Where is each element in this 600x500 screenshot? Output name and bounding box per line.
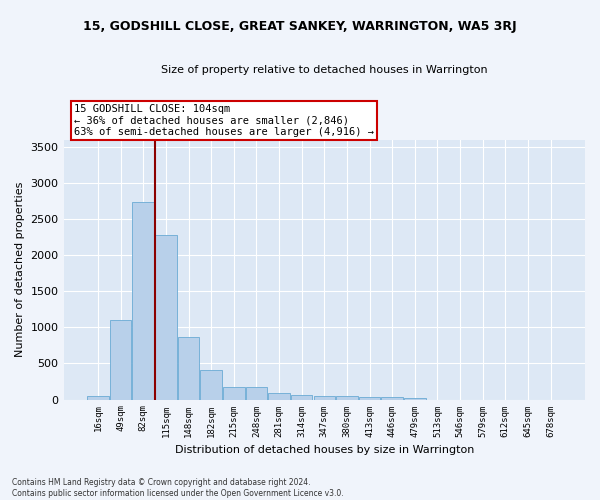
Bar <box>110 320 131 400</box>
Text: 15 GODSHILL CLOSE: 104sqm
← 36% of detached houses are smaller (2,846)
63% of se: 15 GODSHILL CLOSE: 104sqm ← 36% of detac… <box>74 104 374 137</box>
Bar <box>155 235 176 400</box>
X-axis label: Distribution of detached houses by size in Warrington: Distribution of detached houses by size … <box>175 445 474 455</box>
Y-axis label: Number of detached properties: Number of detached properties <box>15 182 25 358</box>
Bar <box>382 397 403 400</box>
Bar <box>178 336 199 400</box>
Bar <box>268 392 290 400</box>
Text: 15, GODSHILL CLOSE, GREAT SANKEY, WARRINGTON, WA5 3RJ: 15, GODSHILL CLOSE, GREAT SANKEY, WARRIN… <box>83 20 517 33</box>
Bar <box>291 395 313 400</box>
Bar <box>336 396 358 400</box>
Bar <box>314 396 335 400</box>
Bar <box>404 398 425 400</box>
Bar <box>200 370 222 400</box>
Title: Size of property relative to detached houses in Warrington: Size of property relative to detached ho… <box>161 65 488 75</box>
Bar <box>359 397 380 400</box>
Bar <box>133 202 154 400</box>
Bar <box>245 388 267 400</box>
Bar <box>223 388 245 400</box>
Text: Contains HM Land Registry data © Crown copyright and database right 2024.
Contai: Contains HM Land Registry data © Crown c… <box>12 478 344 498</box>
Bar <box>87 396 109 400</box>
